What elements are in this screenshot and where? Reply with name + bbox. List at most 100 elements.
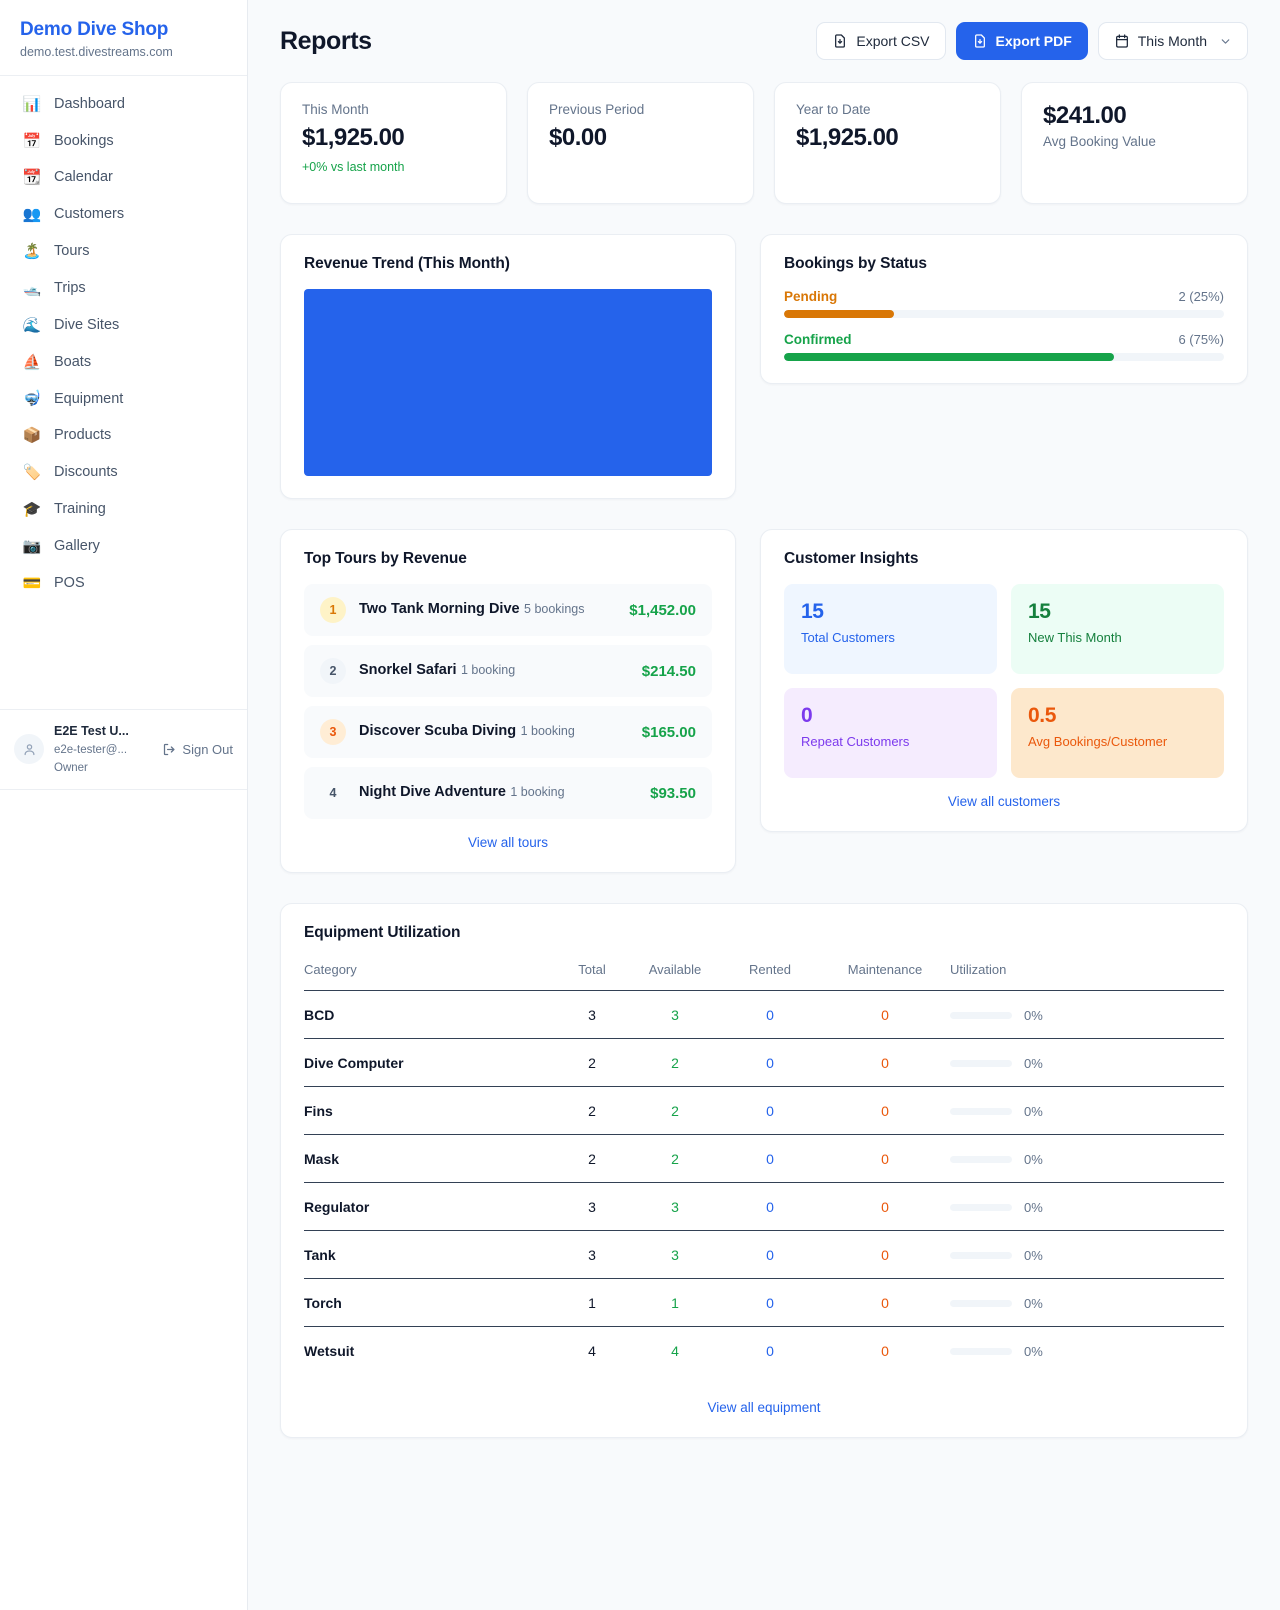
view-all-equipment-link[interactable]: View all equipment — [707, 1400, 821, 1415]
cell-utilization: 0% — [950, 1038, 1224, 1087]
sidebar-item-equipment[interactable]: 🤿 Equipment — [0, 381, 247, 418]
brand-title: Demo Dive Shop — [20, 19, 169, 40]
sidebar-item-gallery[interactable]: 📷 Gallery — [0, 528, 247, 565]
cell-category: Regulator — [304, 1182, 554, 1231]
list-item[interactable]: 4 Night Dive Adventure 1 booking $93.50 — [304, 767, 712, 819]
cell-maintenance: 0 — [881, 1343, 889, 1359]
credit-card-icon: 💳 — [22, 574, 42, 592]
utilization-bar — [950, 1251, 1012, 1259]
logout-icon — [164, 743, 175, 756]
sidebar-item-label: Discounts — [54, 464, 118, 481]
bookings-by-status-title: Bookings by Status — [784, 255, 927, 272]
customer-insights-grid: 15 Total Customers 15 New This Month 0 R… — [784, 584, 1224, 778]
sign-out-button[interactable]: Sign Out — [162, 742, 233, 757]
cell-rented: 0 — [720, 1086, 820, 1135]
sidebar-item-tours[interactable]: 🏝️ Tours — [0, 233, 247, 270]
sidebar-item-label: Bookings — [54, 132, 114, 149]
sailboat-icon: ⛵ — [22, 353, 42, 371]
cell-utilization: 0% — [950, 1230, 1224, 1279]
export-csv-button[interactable]: Export CSV — [816, 22, 946, 60]
cell-category: Dive Computer — [304, 1038, 554, 1087]
main-content: Reports Export CSV Export PDF — [248, 0, 1280, 1610]
tour-meta: Snorkel Safari 1 booking — [359, 661, 629, 681]
sidebar-item-boats[interactable]: ⛵ Boats — [0, 344, 247, 381]
cell-rented: 0 — [766, 1343, 774, 1359]
sidebar-item-trips[interactable]: 🛥️ Trips — [0, 270, 247, 307]
sidebar-nav: 📊 Dashboard 📅 Bookings 📆 Calendar 👥 Cust… — [0, 76, 247, 602]
sidebar-item-label: Tours — [54, 243, 90, 260]
status-progress-fill — [784, 353, 1114, 361]
sidebar-item-pos[interactable]: 💳 POS — [0, 565, 247, 602]
utilization-percent: 0% — [1024, 1103, 1043, 1119]
status-head: Confirmed 6 (75%) — [784, 332, 1224, 347]
status-row-confirmed: Confirmed 6 (75%) — [784, 332, 1224, 361]
stat-label: Year to Date — [796, 102, 871, 117]
sidebar-item-bookings[interactable]: 📅 Bookings — [0, 123, 247, 160]
cell-category: Torch — [304, 1278, 554, 1327]
cell-total: 2 — [554, 1134, 630, 1183]
table-row: Regulator 3 3 0 0 0% — [304, 1182, 1224, 1231]
status-count: 6 (75%) — [1178, 332, 1224, 347]
tour-name: Two Tank Morning Dive — [359, 601, 520, 618]
wave-icon: 🌊 — [22, 316, 42, 334]
status-label: Pending — [784, 289, 838, 304]
tour-revenue: $1,452.00 — [629, 601, 696, 619]
sidebar-item-calendar[interactable]: 📆 Calendar — [0, 159, 247, 196]
utilization-bar — [950, 1203, 1012, 1211]
sidebar-item-dashboard[interactable]: 📊 Dashboard — [0, 86, 247, 123]
list-item[interactable]: 3 Discover Scuba Diving 1 booking $165.0… — [304, 706, 712, 758]
user-email: e2e-tester@... — [54, 743, 128, 756]
user-role: Owner — [54, 762, 88, 775]
stat-card-this-month: This Month $1,925.00 +0% vs last month — [280, 82, 507, 204]
charts-row: Revenue Trend (This Month) Bookings by S… — [280, 234, 1248, 499]
sidebar: Demo Dive Shop demo.test.divestreams.com… — [0, 0, 248, 1610]
sidebar-item-products[interactable]: 📦 Products — [0, 417, 247, 454]
insight-value: 15 — [1028, 600, 1051, 623]
tour-bookings: 1 booking — [510, 785, 565, 800]
rank-badge: 2 — [320, 658, 346, 684]
list-item[interactable]: 1 Two Tank Morning Dive 5 bookings $1,45… — [304, 584, 712, 636]
view-all-customers-link[interactable]: View all customers — [947, 794, 1061, 809]
cell-available: 3 — [630, 1230, 720, 1279]
insight-card-avg-bookings-per-customer: 0.5 Avg Bookings/Customer — [1011, 688, 1224, 778]
brand-block[interactable]: Demo Dive Shop demo.test.divestreams.com — [0, 0, 247, 76]
list-item[interactable]: 2 Snorkel Safari 1 booking $214.50 — [304, 645, 712, 697]
tag-icon: 🏷️ — [22, 464, 42, 482]
sidebar-item-label: Boats — [54, 353, 92, 370]
cell-utilization: 0% — [950, 1327, 1224, 1375]
sidebar-user-block: E2E Test U... e2e-tester@... Owner Sign … — [0, 708, 247, 790]
cell-available: 2 — [630, 1038, 720, 1087]
sidebar-item-training[interactable]: 🎓 Training — [0, 491, 247, 528]
cell-rented: 0 — [720, 1230, 820, 1279]
cell-utilization: 0% — [950, 1278, 1224, 1327]
export-pdf-button[interactable]: Export PDF — [955, 22, 1088, 60]
insight-label: Avg Bookings/Customer — [1028, 734, 1168, 750]
stat-value: $1,925.00 — [302, 124, 405, 151]
table-row: Dive Computer 2 2 0 0 0% — [304, 1038, 1224, 1087]
revenue-trend-chart — [304, 289, 712, 476]
utilization-percent: 0% — [1024, 1247, 1043, 1263]
tour-name: Snorkel Safari — [359, 662, 457, 679]
table-row: Tank 3 3 0 0 0% — [304, 1230, 1224, 1279]
sidebar-item-customers[interactable]: 👥 Customers — [0, 196, 247, 233]
col-rented: Rented — [720, 958, 820, 991]
table-head: Category Total Available Rented Maintena… — [304, 958, 1224, 991]
col-category: Category — [304, 958, 554, 991]
top-tours-panel: Top Tours by Revenue 1 Two Tank Morning … — [280, 529, 736, 873]
island-icon: 🏝️ — [22, 243, 42, 261]
cell-category: Mask — [304, 1134, 554, 1183]
cell-maintenance: 0 — [820, 1086, 950, 1135]
sidebar-item-dive-sites[interactable]: 🌊 Dive Sites — [0, 307, 247, 344]
sidebar-item-discounts[interactable]: 🏷️ Discounts — [0, 454, 247, 491]
cell-utilization: 0% — [950, 1086, 1224, 1135]
tour-bookings: 1 booking — [520, 724, 575, 739]
cell-utilization: 0% — [950, 1134, 1224, 1183]
view-all-tours-link[interactable]: View all tours — [467, 835, 549, 850]
cell-total: 2 — [554, 1038, 630, 1087]
insight-label: Total Customers — [801, 630, 895, 646]
utilization-bar — [950, 1011, 1012, 1019]
status-head: Pending 2 (25%) — [784, 289, 1224, 304]
insight-card-total-customers: 15 Total Customers — [784, 584, 997, 674]
period-select[interactable]: This Month — [1097, 22, 1248, 60]
cell-maintenance: 0 — [820, 1134, 950, 1183]
